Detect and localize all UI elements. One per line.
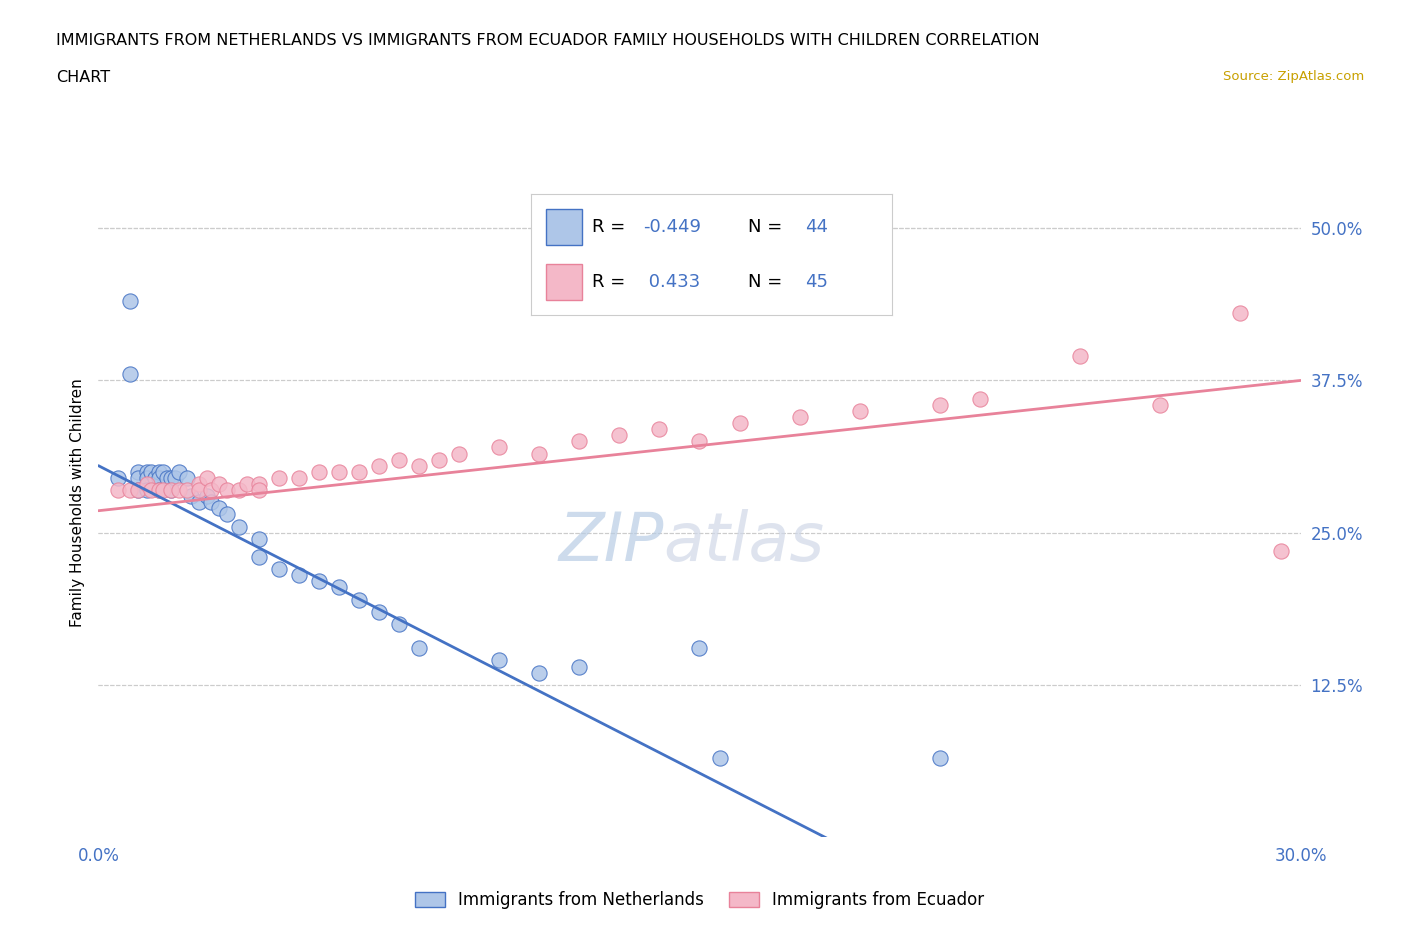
- Point: [167, 483, 190, 498]
- Point: [347, 592, 370, 607]
- Point: [308, 464, 330, 479]
- Point: [120, 483, 142, 498]
- Point: [195, 471, 218, 485]
- Point: [388, 452, 411, 467]
- Point: [135, 476, 157, 491]
- Text: Source: ZipAtlas.com: Source: ZipAtlas.com: [1223, 70, 1364, 83]
- Point: [1270, 543, 1292, 558]
- Point: [688, 434, 710, 449]
- Point: [148, 464, 170, 479]
- Point: [120, 367, 142, 382]
- Point: [849, 404, 872, 418]
- Point: [128, 471, 150, 485]
- Point: [208, 476, 231, 491]
- Point: [609, 428, 631, 443]
- Point: [228, 519, 250, 534]
- Point: [688, 641, 710, 656]
- Point: [139, 483, 162, 498]
- Point: [148, 471, 170, 485]
- Point: [128, 464, 150, 479]
- Point: [215, 483, 238, 498]
- Text: ZIP: ZIP: [558, 510, 664, 576]
- Text: CHART: CHART: [56, 70, 110, 85]
- Point: [347, 464, 370, 479]
- Point: [267, 562, 290, 577]
- Point: [200, 483, 222, 498]
- Point: [447, 446, 470, 461]
- Point: [929, 751, 952, 765]
- Text: atlas: atlas: [664, 510, 824, 576]
- Point: [176, 483, 198, 498]
- Point: [176, 471, 198, 485]
- Point: [215, 507, 238, 522]
- Point: [107, 483, 129, 498]
- Point: [488, 653, 510, 668]
- Point: [135, 464, 157, 479]
- Point: [1069, 349, 1091, 364]
- Point: [159, 471, 181, 485]
- Point: [187, 483, 209, 498]
- Point: [235, 476, 257, 491]
- Point: [1149, 397, 1171, 412]
- Text: IMMIGRANTS FROM NETHERLANDS VS IMMIGRANTS FROM ECUADOR FAMILY HOUSEHOLDS WITH CH: IMMIGRANTS FROM NETHERLANDS VS IMMIGRANT…: [56, 33, 1040, 47]
- Point: [135, 483, 157, 498]
- Point: [408, 458, 430, 473]
- Point: [388, 617, 411, 631]
- Point: [969, 392, 991, 406]
- Point: [529, 665, 551, 680]
- Point: [247, 550, 270, 565]
- Point: [368, 458, 391, 473]
- Point: [267, 471, 290, 485]
- Point: [107, 471, 129, 485]
- Point: [488, 440, 510, 455]
- Legend: Immigrants from Netherlands, Immigrants from Ecuador: Immigrants from Netherlands, Immigrants …: [408, 884, 991, 916]
- Point: [152, 483, 174, 498]
- Point: [143, 471, 166, 485]
- Point: [120, 294, 142, 309]
- Point: [568, 659, 591, 674]
- Point: [247, 531, 270, 546]
- Point: [159, 483, 181, 498]
- Point: [288, 471, 311, 485]
- Point: [308, 574, 330, 589]
- Point: [247, 483, 270, 498]
- Point: [187, 476, 209, 491]
- Point: [368, 604, 391, 619]
- Y-axis label: Family Households with Children: Family Households with Children: [69, 378, 84, 627]
- Point: [728, 416, 751, 431]
- Point: [148, 483, 170, 498]
- Point: [328, 464, 350, 479]
- Point: [148, 483, 170, 498]
- Point: [128, 483, 150, 498]
- Point: [195, 488, 218, 503]
- Point: [529, 446, 551, 461]
- Point: [408, 641, 430, 656]
- Point: [208, 501, 231, 516]
- Point: [159, 483, 181, 498]
- Point: [167, 464, 190, 479]
- Point: [288, 568, 311, 583]
- Point: [709, 751, 731, 765]
- Point: [929, 397, 952, 412]
- Point: [163, 471, 186, 485]
- Point: [180, 488, 202, 503]
- Point: [187, 495, 209, 510]
- Point: [228, 483, 250, 498]
- Point: [648, 421, 671, 436]
- Point: [139, 464, 162, 479]
- Point: [155, 471, 177, 485]
- Point: [427, 452, 450, 467]
- Point: [328, 580, 350, 595]
- Point: [568, 434, 591, 449]
- Point: [789, 409, 811, 424]
- Point: [247, 476, 270, 491]
- Point: [152, 464, 174, 479]
- Point: [135, 471, 157, 485]
- Point: [1229, 306, 1251, 321]
- Point: [200, 495, 222, 510]
- Point: [128, 483, 150, 498]
